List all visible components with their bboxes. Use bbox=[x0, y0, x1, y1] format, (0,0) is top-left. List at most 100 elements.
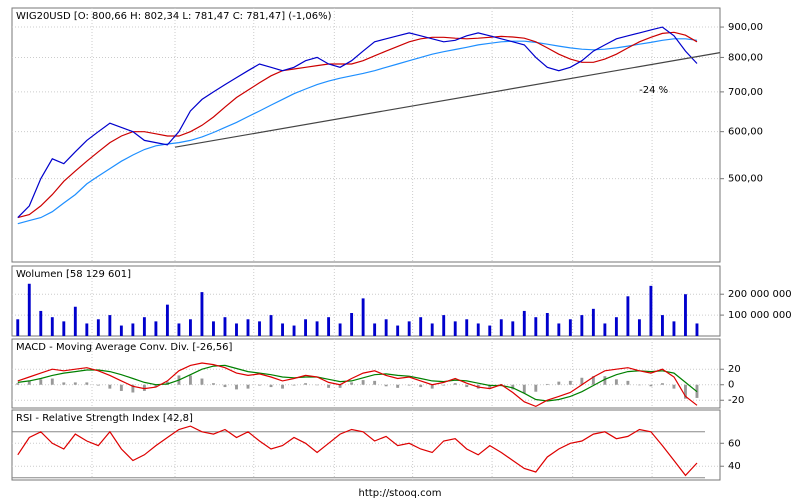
bar bbox=[419, 384, 423, 388]
bar bbox=[200, 292, 204, 336]
bar bbox=[246, 384, 250, 389]
bar bbox=[62, 382, 66, 385]
bar bbox=[488, 384, 492, 388]
bar bbox=[419, 317, 423, 336]
bar bbox=[154, 384, 158, 388]
bar bbox=[580, 377, 584, 385]
bar bbox=[119, 325, 123, 336]
line bbox=[17, 364, 698, 402]
bar bbox=[637, 319, 641, 336]
bar bbox=[442, 315, 446, 336]
bar bbox=[476, 323, 480, 336]
y-tick-label: 100 000 000 bbox=[728, 310, 792, 321]
panel-title: WIG20USD [O: 800,66 H: 802,34 L: 781,47 … bbox=[16, 11, 332, 22]
bar bbox=[50, 317, 54, 336]
bar bbox=[603, 323, 607, 336]
y-tick-label: 0 bbox=[728, 380, 734, 391]
bar bbox=[373, 323, 377, 336]
y-tick-label: 600,00 bbox=[728, 127, 763, 138]
bar bbox=[304, 383, 307, 385]
bar bbox=[154, 321, 158, 336]
bar bbox=[591, 308, 595, 336]
bar bbox=[361, 298, 365, 336]
bar bbox=[580, 315, 584, 336]
bar bbox=[430, 323, 434, 336]
bar bbox=[223, 384, 227, 388]
bar bbox=[281, 323, 284, 336]
footer: http://stooq.com bbox=[359, 488, 442, 499]
bar bbox=[292, 384, 296, 386]
bar bbox=[695, 323, 699, 336]
bar bbox=[614, 379, 618, 385]
panel bbox=[11, 7, 721, 263]
bar bbox=[16, 319, 20, 336]
bar bbox=[361, 380, 365, 385]
y-tick-label: 40 bbox=[728, 461, 741, 472]
bar bbox=[396, 384, 400, 388]
bar bbox=[39, 379, 43, 385]
y-tick-label: 500,00 bbox=[728, 174, 763, 185]
bar bbox=[465, 319, 469, 336]
bar bbox=[50, 378, 54, 385]
bar bbox=[626, 380, 630, 385]
bar bbox=[338, 384, 342, 388]
bar bbox=[327, 317, 331, 336]
bar bbox=[488, 325, 492, 336]
bar bbox=[315, 321, 319, 336]
bar bbox=[626, 296, 630, 336]
bar bbox=[16, 383, 20, 385]
bar bbox=[338, 323, 342, 336]
bar bbox=[96, 384, 100, 386]
bar bbox=[200, 378, 204, 385]
y-tick-label: 800,00 bbox=[728, 52, 763, 63]
bar bbox=[142, 317, 146, 336]
bar bbox=[384, 319, 388, 336]
bar bbox=[189, 375, 192, 385]
y-tick-label: 200 000 000 bbox=[728, 289, 792, 300]
panel bbox=[11, 338, 721, 409]
bar bbox=[545, 313, 549, 336]
bar bbox=[661, 383, 664, 385]
bar bbox=[591, 376, 595, 385]
bar bbox=[568, 319, 572, 336]
bar bbox=[522, 384, 526, 394]
bar bbox=[649, 384, 653, 387]
bar bbox=[557, 381, 561, 385]
bar bbox=[442, 384, 446, 386]
panel-title: MACD - Moving Average Conv. Div. [-26,56… bbox=[16, 342, 233, 353]
bar bbox=[407, 321, 411, 336]
line bbox=[17, 38, 698, 225]
bar bbox=[177, 323, 181, 336]
line bbox=[17, 31, 698, 219]
line bbox=[17, 425, 698, 477]
bar bbox=[269, 315, 273, 336]
bar bbox=[603, 376, 607, 385]
bar bbox=[315, 384, 319, 386]
bar bbox=[292, 325, 296, 336]
bar bbox=[39, 310, 43, 336]
bar bbox=[396, 325, 400, 336]
bar bbox=[557, 323, 561, 336]
bar bbox=[258, 321, 261, 336]
bar bbox=[327, 384, 331, 388]
bar bbox=[246, 319, 250, 336]
line bbox=[17, 362, 698, 408]
bar bbox=[73, 382, 77, 385]
y-tick-label: 20 bbox=[728, 364, 741, 375]
bar bbox=[545, 383, 549, 385]
bar bbox=[96, 319, 100, 336]
bar bbox=[27, 283, 31, 336]
bar bbox=[212, 383, 215, 385]
bar bbox=[304, 319, 307, 336]
bar bbox=[223, 317, 227, 336]
y-tick-label: -20 bbox=[728, 395, 744, 406]
bar bbox=[131, 384, 135, 393]
bar bbox=[684, 384, 687, 399]
bar bbox=[350, 313, 354, 336]
line bbox=[174, 52, 721, 148]
bar bbox=[649, 285, 653, 336]
bar bbox=[499, 319, 503, 336]
bar bbox=[119, 384, 123, 391]
bar bbox=[534, 317, 538, 336]
